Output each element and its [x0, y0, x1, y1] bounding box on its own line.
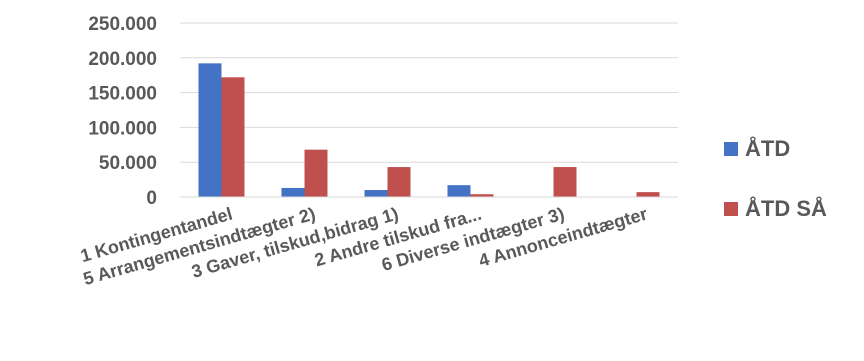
- legend-swatch: [724, 202, 738, 216]
- legend-swatch: [724, 142, 738, 156]
- bar-atd-sa: [304, 149, 328, 197]
- legend-label: ÅTD SÅ: [745, 195, 827, 221]
- y-tick-label: 250.000: [88, 14, 157, 35]
- bar-atd-sa: [553, 167, 577, 197]
- y-tick-label: 0: [146, 188, 157, 209]
- y-tick-label: 50.000: [99, 153, 157, 174]
- bar-atd-sa: [636, 192, 660, 197]
- bar-atd: [281, 187, 305, 197]
- bar-atd: [364, 190, 388, 197]
- y-axis-tick-labels: 0 50.000 100.000 150.000 200.000 250.000: [88, 14, 157, 209]
- y-tick-label: 150.000: [88, 84, 157, 105]
- bar-atd-sa: [221, 77, 245, 197]
- bars: [198, 63, 660, 198]
- legend: ÅTD ÅTD SÅ: [724, 135, 827, 221]
- legend-label: ÅTD: [745, 135, 790, 161]
- bar-atd-sa: [387, 167, 411, 197]
- gridlines: [180, 22, 678, 163]
- bar-atd-sa: [470, 194, 494, 197]
- bar-atd: [447, 185, 471, 197]
- bar-atd: [198, 63, 222, 198]
- y-tick-label: 100.000: [88, 118, 157, 139]
- y-tick-label: 200.000: [88, 49, 157, 70]
